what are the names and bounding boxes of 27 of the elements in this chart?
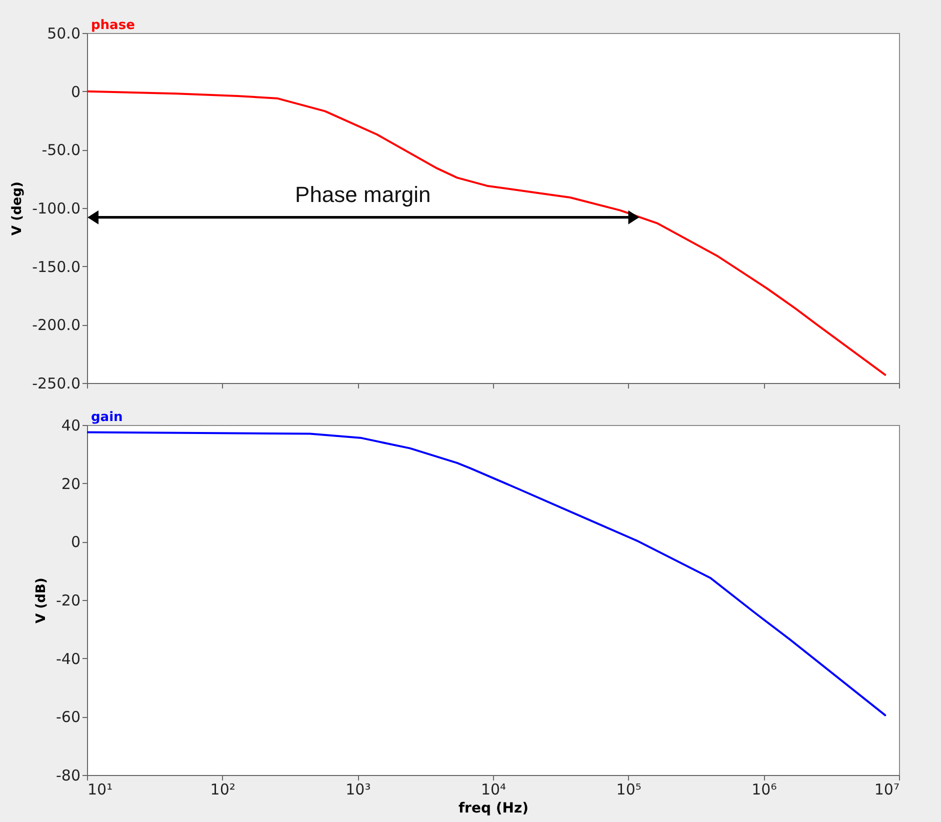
y-tick-label: -100.0: [32, 200, 80, 218]
x-tick-label: 10²: [210, 780, 236, 798]
x-tick-label: 10⁶: [752, 780, 777, 798]
y-tick-label: -60: [56, 708, 80, 726]
y-tick-label: 0: [70, 82, 80, 101]
y-tick-label: -150.0: [32, 258, 80, 276]
y-tick-label: -20: [56, 592, 80, 610]
y-tick-label: 40: [61, 416, 80, 434]
y-tick-label: -50.0: [42, 141, 80, 160]
y-tick-label: -250.0: [32, 374, 80, 392]
y-axis-title: V (deg): [10, 182, 26, 236]
y-tick-label: 0: [70, 533, 80, 552]
y-axis-title: V (dB): [34, 578, 49, 624]
y-tick-label: 50.0: [47, 24, 80, 42]
x-tick-label: 10⁵: [616, 780, 642, 798]
annotation: Phase margin: [295, 182, 431, 207]
series-label: gain: [91, 410, 123, 425]
x-tick-label: 10⁴: [480, 780, 506, 798]
y-tick-label: -80: [56, 766, 80, 784]
y-tick-label: -200.0: [32, 316, 80, 334]
x-tick-label: 10¹: [88, 780, 113, 798]
x-axis-title: freq (Hz): [458, 800, 529, 816]
x-tick-label: 10³: [346, 780, 371, 798]
y-tick-label: 20: [61, 474, 80, 493]
y-tick-label: -40: [56, 650, 80, 668]
text: phase: [91, 18, 136, 33]
x-tick-label: 10⁷: [874, 780, 900, 798]
